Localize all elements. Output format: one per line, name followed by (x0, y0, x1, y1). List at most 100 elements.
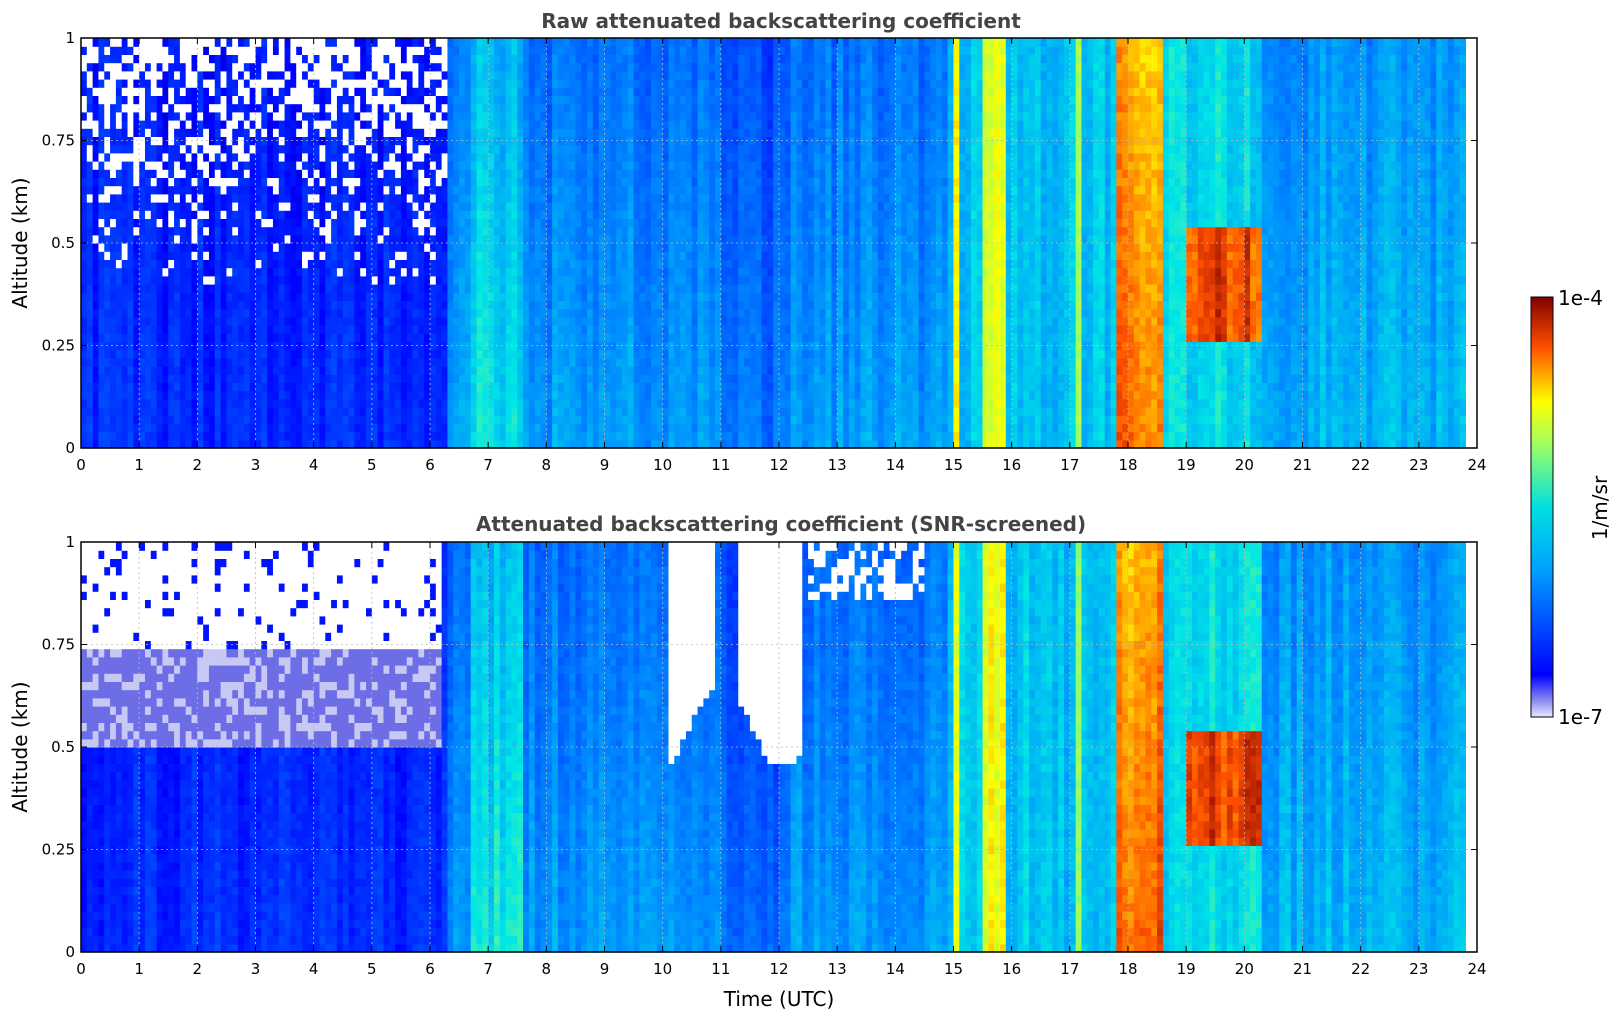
heatmap-cell (360, 153, 366, 162)
heatmap-cell (290, 251, 296, 260)
heatmap-cell (174, 120, 180, 129)
heatmap-cell (174, 87, 180, 96)
heatmap-cell (302, 210, 308, 219)
heatmap-cell (575, 63, 581, 72)
heatmap-cell (477, 120, 483, 129)
heatmap-cell (529, 382, 535, 391)
heatmap-cell (87, 169, 93, 178)
heatmap-cell (488, 210, 494, 219)
heatmap-cell (639, 415, 645, 424)
heatmap-cell (215, 95, 221, 104)
heatmap-cell (87, 128, 93, 137)
heatmap-cell (558, 374, 564, 383)
heatmap-cell (232, 227, 238, 236)
heatmap-cell (290, 325, 296, 334)
heatmap-cell (453, 186, 459, 195)
heatmap-cell (570, 399, 576, 408)
heatmap-cell (98, 423, 104, 432)
heatmap-cell (273, 145, 279, 154)
heatmap-cell (459, 399, 465, 408)
heatmap-cell (267, 317, 273, 326)
heatmap-cell (110, 38, 116, 47)
heatmap-cell (645, 177, 651, 186)
heatmap-cell (523, 358, 529, 367)
heatmap-cell (349, 366, 355, 375)
heatmap-cell (477, 276, 483, 285)
heatmap-cell (517, 54, 523, 63)
heatmap-cell (122, 358, 128, 367)
heatmap-cell (116, 358, 122, 367)
heatmap-cell (552, 71, 558, 80)
heatmap-cell (261, 202, 267, 211)
heatmap-cell (465, 432, 471, 441)
heatmap-cell (546, 391, 552, 400)
heatmap-cell (605, 382, 611, 391)
heatmap-cell (651, 374, 657, 383)
heatmap-cell (517, 300, 523, 309)
heatmap-cell (506, 235, 512, 244)
heatmap-cell (186, 227, 192, 236)
heatmap-cell (232, 145, 238, 154)
heatmap-cell (430, 391, 436, 400)
heatmap-cell (215, 366, 221, 375)
heatmap-cell (378, 251, 384, 260)
heatmap-cell (325, 87, 331, 96)
heatmap-cell (436, 333, 442, 342)
heatmap-cell (447, 153, 453, 162)
heatmap-cell (104, 169, 110, 178)
heatmap-cell (122, 423, 128, 432)
heatmap-cell (157, 120, 163, 129)
heatmap-cell (401, 202, 407, 211)
heatmap-cell (453, 153, 459, 162)
heatmap-cell (605, 399, 611, 408)
heatmap-cell (157, 161, 163, 170)
heatmap-cell (447, 120, 453, 129)
heatmap-cell (511, 284, 517, 293)
heatmap-cell (273, 259, 279, 268)
heatmap-cell (605, 46, 611, 55)
heatmap-cell (383, 38, 389, 47)
heatmap-cell (447, 382, 453, 391)
heatmap-cell (110, 276, 116, 285)
heatmap-cell (616, 112, 622, 121)
heatmap-cell (244, 63, 250, 72)
heatmap-cell (81, 391, 87, 400)
heatmap-cell (610, 276, 616, 285)
heatmap-cell (529, 366, 535, 375)
heatmap-cell (209, 366, 215, 375)
heatmap-cell (116, 399, 122, 408)
heatmap-cell (209, 38, 215, 47)
heatmap-cell (471, 210, 477, 219)
heatmap-cell (372, 432, 378, 441)
heatmap-cell (296, 128, 302, 137)
heatmap-cell (605, 95, 611, 104)
heatmap-cell (360, 235, 366, 244)
heatmap-cell (314, 227, 320, 236)
heatmap-cell (296, 235, 302, 244)
heatmap-cell (639, 374, 645, 383)
heatmap-cell (610, 292, 616, 301)
heatmap-cell (209, 79, 215, 88)
heatmap-cell (442, 218, 448, 227)
heatmap-cell (447, 169, 453, 178)
heatmap-cell (413, 259, 419, 268)
heatmap-cell (587, 391, 593, 400)
heatmap-cell (354, 153, 360, 162)
heatmap-cell (290, 374, 296, 383)
heatmap-cell (256, 145, 262, 154)
heatmap-cell (93, 325, 99, 334)
heatmap-cell (273, 54, 279, 63)
heatmap-cell (372, 243, 378, 252)
heatmap-cell (296, 259, 302, 268)
heatmap-cell (145, 341, 151, 350)
heatmap-cell (465, 153, 471, 162)
heatmap-cell (302, 95, 308, 104)
heatmap-cell (552, 268, 558, 277)
heatmap-cell (180, 399, 186, 408)
heatmap-cell (628, 407, 634, 416)
heatmap-cell (558, 333, 564, 342)
heatmap-cell (546, 202, 552, 211)
heatmap-cell (575, 112, 581, 121)
heatmap-cell (529, 235, 535, 244)
heatmap-cell (564, 358, 570, 367)
